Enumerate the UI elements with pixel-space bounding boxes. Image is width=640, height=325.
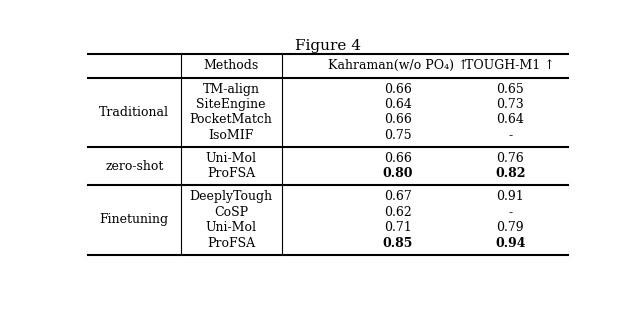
Text: IsoMIF: IsoMIF bbox=[209, 129, 254, 142]
Text: 0.67: 0.67 bbox=[384, 190, 412, 203]
Text: 0.82: 0.82 bbox=[495, 167, 525, 180]
Text: 0.62: 0.62 bbox=[384, 206, 412, 219]
Text: Methods: Methods bbox=[204, 59, 259, 72]
Text: 0.66: 0.66 bbox=[384, 113, 412, 126]
Text: SiteEngine: SiteEngine bbox=[196, 98, 266, 111]
Text: TOUGH-M1 ↑: TOUGH-M1 ↑ bbox=[465, 59, 555, 72]
Text: 0.64: 0.64 bbox=[384, 98, 412, 111]
Text: 0.66: 0.66 bbox=[384, 83, 412, 96]
Text: 0.71: 0.71 bbox=[384, 221, 412, 234]
Text: ProFSA: ProFSA bbox=[207, 167, 255, 180]
Text: Uni-Mol: Uni-Mol bbox=[205, 221, 257, 234]
Text: Kahraman(w/o PO₄) ↑: Kahraman(w/o PO₄) ↑ bbox=[328, 59, 468, 72]
Text: 0.85: 0.85 bbox=[383, 237, 413, 250]
Text: zero-shot: zero-shot bbox=[105, 160, 163, 173]
Text: Finetuning: Finetuning bbox=[100, 214, 169, 227]
Text: Traditional: Traditional bbox=[99, 106, 169, 119]
Text: TM-align: TM-align bbox=[203, 83, 260, 96]
Text: 0.76: 0.76 bbox=[496, 152, 524, 165]
Text: 0.94: 0.94 bbox=[495, 237, 525, 250]
Text: 0.64: 0.64 bbox=[496, 113, 524, 126]
Text: 0.79: 0.79 bbox=[496, 221, 524, 234]
Text: 0.66: 0.66 bbox=[384, 152, 412, 165]
Text: 0.75: 0.75 bbox=[384, 129, 412, 142]
Text: 0.65: 0.65 bbox=[496, 83, 524, 96]
Text: 0.80: 0.80 bbox=[383, 167, 413, 180]
Text: -: - bbox=[508, 129, 512, 142]
Text: 0.73: 0.73 bbox=[496, 98, 524, 111]
Text: 0.91: 0.91 bbox=[496, 190, 524, 203]
Text: Uni-Mol: Uni-Mol bbox=[205, 152, 257, 165]
Text: DeeplyTough: DeeplyTough bbox=[189, 190, 273, 203]
Text: PocketMatch: PocketMatch bbox=[189, 113, 273, 126]
Text: -: - bbox=[508, 206, 512, 219]
Text: Figure 4: Figure 4 bbox=[295, 39, 361, 53]
Text: CoSP: CoSP bbox=[214, 206, 248, 219]
Text: ProFSA: ProFSA bbox=[207, 237, 255, 250]
